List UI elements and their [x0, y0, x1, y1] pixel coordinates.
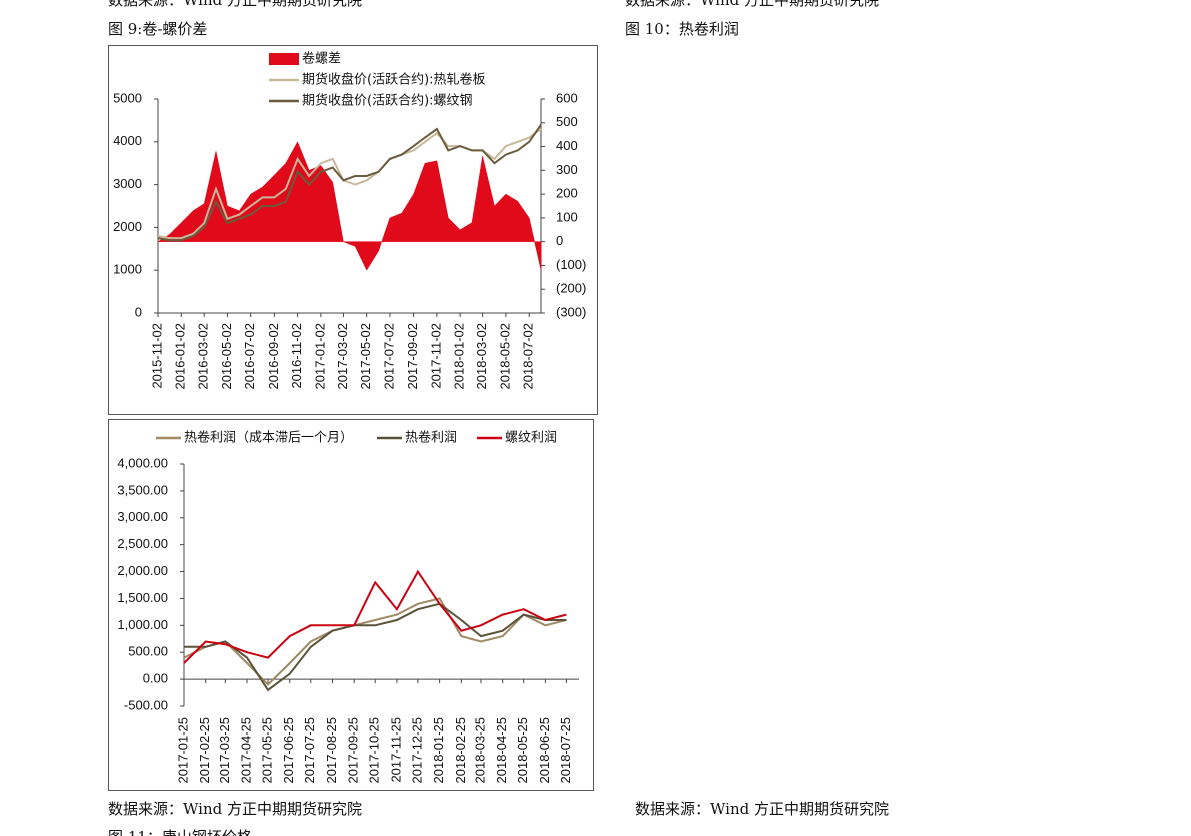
- y2-tick-label: 100: [556, 209, 578, 224]
- legend-item: 卷螺差: [269, 51, 341, 67]
- chart-frame: 0 1000 2000 3000 4000 5000 (300) (200) (100) 0 100…: [108, 45, 598, 415]
- figure-caption: 图 11：唐山钢坯价格: [108, 826, 252, 836]
- y2-tick-label: (100): [556, 257, 586, 272]
- legend-label: 期货收盘价(活跃合约):热轧卷板: [302, 72, 486, 88]
- legend-label: 热卷利润: [405, 430, 457, 446]
- x-tick-label: 2016-11-02: [289, 323, 304, 389]
- x-tick-label: 2017-01-25: [175, 717, 190, 784]
- y-tick-label: 1000: [113, 262, 142, 277]
- x-tick-label: 2018-04-25: [494, 717, 509, 784]
- y-tick-label: 2,000.00: [117, 563, 168, 578]
- x-tick-label: 2015-11-02: [149, 323, 164, 389]
- source: 数据来源：Wind 方正中期期货研究院: [108, 800, 362, 818]
- x-tick-label: 2017-09-25: [346, 717, 361, 784]
- x-tick-label: 2017-03-25: [217, 717, 232, 784]
- y2-tick-label: 600: [556, 90, 578, 105]
- x-tick-label: 2016-09-02: [266, 323, 281, 390]
- y2-tick-label: 400: [556, 138, 578, 153]
- x-tick-label: 2017-07-02: [381, 323, 396, 390]
- x-tick-label: 2017-05-02: [358, 323, 373, 390]
- x-tick-label: 2017-07-25: [302, 717, 317, 784]
- x-tick-label: 2017-12-25: [409, 717, 424, 784]
- figure-caption: 图 9:卷-螺价差: [108, 20, 208, 38]
- x-tick-label: 2018-07-02: [521, 323, 536, 390]
- spread-area: [157, 141, 542, 271]
- x-tick-label: 2018-03-02: [474, 323, 489, 390]
- x-tick-label: 2017-03-02: [335, 323, 350, 390]
- chart: 0 1000 2000 3000 4000 5000 (300) (200) (100) 0 100…: [113, 51, 586, 390]
- series-line: [184, 602, 567, 692]
- x-tick-label: 2018-05-25: [515, 717, 530, 784]
- y-tick-label: 500.00: [128, 644, 168, 659]
- x-tick-label: 2017-06-25: [281, 717, 296, 784]
- x-tick-label: 2018-01-25: [431, 717, 446, 784]
- source: 数据来源：Wind 方正中期期货研究院: [108, 0, 362, 9]
- y-tick-label: 4000: [113, 133, 142, 148]
- x-tick-label: 2017-05-25: [259, 717, 274, 784]
- x-tick-label: 2018-06-25: [537, 717, 552, 784]
- y-tick-label: 2,500.00: [117, 536, 168, 551]
- chart: -500.00 0.00 500.00 1,000.00 1,500.00 2,000.0…: [117, 430, 579, 784]
- x-tick-label: 2017-09-02: [405, 323, 420, 390]
- x-tick-label: 2017-04-25: [238, 717, 253, 784]
- legend-label: 热卷利润（成本滞后一个月）: [184, 430, 353, 446]
- x-tick-label: 2017-01-02: [312, 323, 327, 390]
- x-tick-label: 2018-03-25: [472, 717, 487, 784]
- legend-item: 期货收盘价(活跃合约):螺纹钢: [269, 93, 473, 109]
- x-tick-label: 2017-11-02: [428, 323, 443, 389]
- y-tick-label: 3,500.00: [117, 482, 168, 497]
- series-line: [183, 569, 567, 664]
- y-tick-label: 2000: [113, 219, 142, 234]
- series-line: [183, 597, 567, 686]
- y2-tick-label: 300: [556, 162, 578, 177]
- y-tick-label: 1,000.00: [117, 617, 168, 632]
- source: 数据来源：Wind 方正中期期货研究院: [625, 0, 879, 9]
- legend-label: 期货收盘价(活跃合约):螺纹钢: [302, 93, 473, 109]
- x-tick-label: 2018-02-25: [453, 717, 468, 784]
- x-tick-label: 2018-01-02: [452, 323, 467, 390]
- x-tick-label: 2017-08-25: [324, 717, 339, 784]
- legend-label: 卷螺差: [302, 51, 341, 67]
- x-tick-label: 2017-11-25: [388, 717, 403, 783]
- y-tick-label: 3000: [113, 176, 142, 191]
- legend-swatch: [269, 53, 299, 65]
- x-tick-label: 2017-10-25: [367, 717, 382, 784]
- y-tick-label: 1,500.00: [117, 590, 168, 605]
- y2-tick-label: (300): [556, 304, 586, 319]
- legend-item: 期货收盘价(活跃合约):热轧卷板: [269, 72, 486, 88]
- y-tick-label: 4,000.00: [117, 455, 168, 470]
- y-tick-label: 0.00: [143, 671, 168, 686]
- x-tick-label: 2017-02-25: [197, 717, 212, 784]
- figure-caption: 图 10：热卷利润: [625, 20, 739, 38]
- y2-tick-label: 500: [556, 114, 578, 129]
- x-tick-label: 2016-05-02: [219, 323, 234, 390]
- legend-label: 螺纹利润: [505, 431, 557, 446]
- y2-tick-label: (200): [556, 281, 586, 296]
- y2-tick-label: 200: [556, 186, 578, 201]
- legend-item: 螺纹利润: [477, 431, 557, 446]
- series-line: [157, 124, 542, 242]
- x-tick-label: 2018-07-25: [558, 717, 573, 784]
- y-tick-label: -500.00: [124, 697, 168, 712]
- x-tick-label: 2016-07-02: [242, 323, 257, 390]
- x-tick-label: 2016-03-02: [196, 323, 211, 390]
- x-tick-label: 2016-01-02: [173, 323, 188, 390]
- x-tick-label: 2018-05-02: [497, 323, 512, 390]
- legend-item: 热卷利润: [377, 430, 457, 446]
- y2-tick-label: 0: [556, 233, 563, 248]
- legend-item: 热卷利润（成本滞后一个月）: [156, 430, 353, 446]
- y-tick-label: 3,000.00: [117, 509, 168, 524]
- y-tick-label: 0: [135, 304, 142, 319]
- chart-frame: -500.00 0.00 500.00 1,000.00 1,500.00 2,000.0…: [108, 419, 594, 791]
- y-tick-label: 5000: [113, 90, 142, 105]
- source: 数据来源：Wind 方正中期期货研究院: [635, 800, 889, 818]
